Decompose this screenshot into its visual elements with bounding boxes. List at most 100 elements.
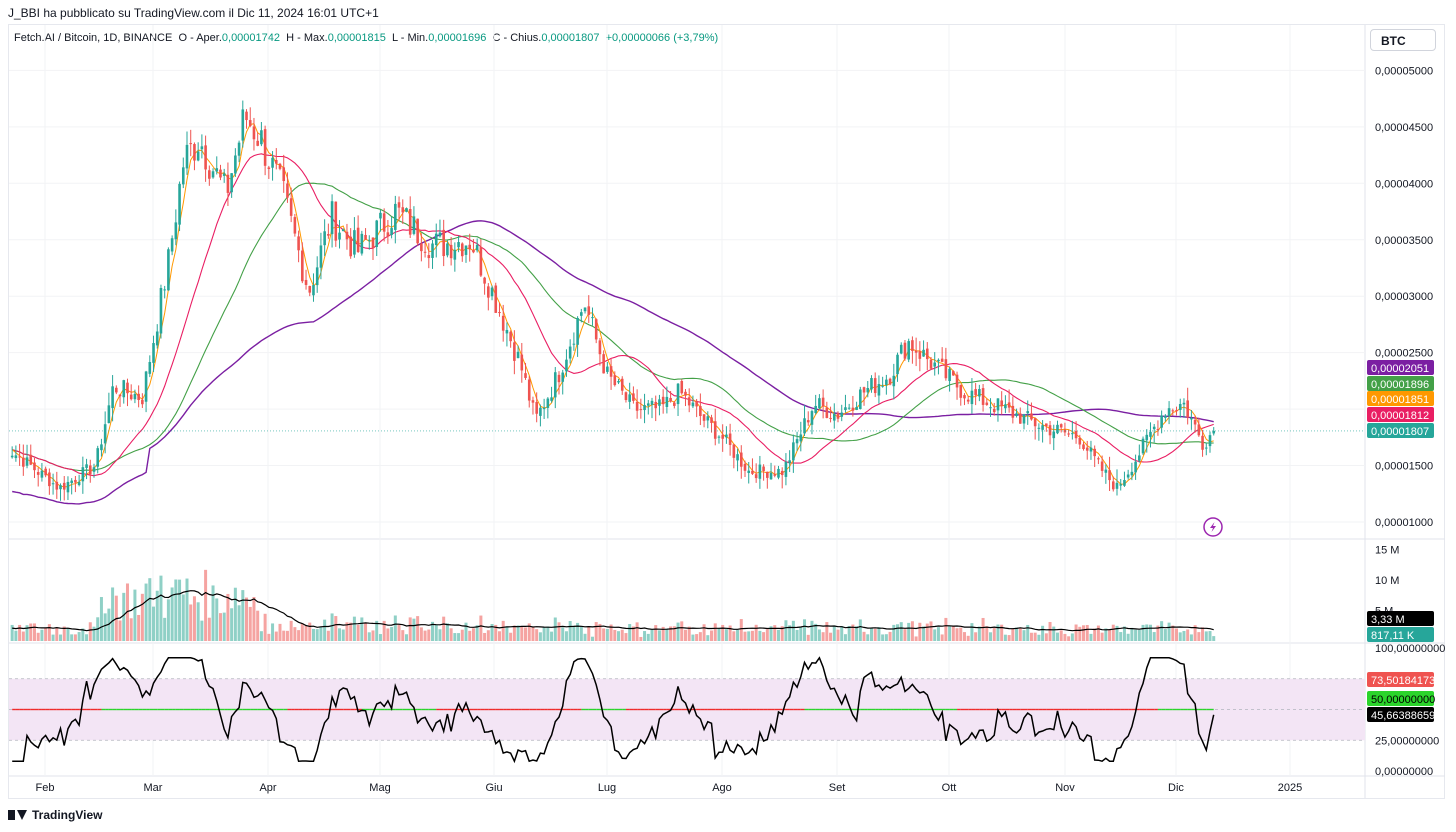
candle-body: [814, 405, 817, 413]
candle-body: [442, 229, 445, 257]
candle-body: [379, 212, 382, 219]
candle-body: [788, 460, 791, 464]
volume-bar: [196, 602, 200, 641]
volume-bar: [237, 605, 241, 641]
volume-bar: [907, 622, 911, 641]
volume-bar: [892, 624, 896, 641]
volume-bar: [676, 622, 680, 641]
candle-body: [274, 159, 278, 164]
volume-bar: [222, 612, 226, 641]
candle-body: [620, 378, 624, 391]
volume-bar: [449, 628, 453, 641]
volume-bar: [55, 627, 59, 641]
volume-bar: [962, 632, 966, 641]
candle-body: [639, 409, 643, 411]
volume-bar: [1175, 628, 1179, 641]
volume-bar: [81, 628, 85, 641]
candle-body: [185, 144, 189, 169]
candle-body: [1193, 419, 1197, 425]
volume-bar: [639, 636, 643, 641]
candle-body: [1171, 410, 1175, 412]
candle-body: [818, 398, 821, 409]
volume-bar: [635, 622, 639, 641]
candle-body: [892, 375, 896, 387]
candle-body: [1141, 438, 1145, 454]
volume-bar: [1070, 633, 1074, 641]
candle-body: [96, 448, 100, 467]
candle-body: [18, 456, 21, 458]
currency-button[interactable]: BTC: [1370, 29, 1436, 51]
candle-body: [341, 229, 345, 232]
candle-body: [710, 417, 713, 423]
volume-bar: [501, 620, 505, 641]
volume-bar: [230, 608, 234, 641]
candle-body: [137, 393, 140, 400]
symbol-name[interactable]: Fetch.AI / Bitcoin, 1D, BINANCE: [14, 32, 173, 44]
volume-bar: [1148, 624, 1152, 641]
volume-bar: [256, 610, 260, 641]
volume-bar: [1007, 635, 1011, 641]
volume-bar: [769, 626, 773, 641]
volume-bar: [241, 590, 245, 641]
volume-bar: [44, 628, 48, 641]
volume-bar: [884, 634, 888, 641]
volume-bar: [375, 620, 379, 641]
ohlc-legend: Fetch.AI / Bitcoin, 1D, BINANCE O - Aper…: [14, 32, 718, 44]
volume-bar: [88, 622, 92, 641]
volume-bar: [695, 634, 699, 641]
candle-body: [1178, 404, 1182, 410]
volume-bar: [992, 628, 996, 641]
candle-body: [70, 480, 73, 484]
candle-body: [25, 457, 29, 466]
volume-bar: [683, 629, 687, 641]
volume-bar: [524, 627, 528, 641]
rsi-tick-label: 25,00000000: [1375, 735, 1439, 747]
volume-bar: [178, 579, 182, 641]
rsi-tick-label: 100,00000000: [1375, 643, 1445, 655]
volume-bar: [1037, 634, 1041, 641]
volume-bar: [1104, 628, 1108, 641]
candle-body: [922, 349, 925, 357]
volume-bar: [829, 632, 833, 641]
volume-bar: [137, 614, 141, 641]
volume-bar: [1182, 630, 1186, 641]
candle-body: [219, 169, 222, 178]
candle-body: [978, 389, 981, 397]
candle-body: [401, 207, 405, 213]
volume-bar: [431, 621, 435, 641]
candle-body: [133, 393, 137, 400]
volume-bar: [1163, 629, 1167, 641]
volume-bar: [583, 633, 587, 641]
candle-body: [338, 232, 341, 240]
candle-body: [725, 434, 728, 438]
volume-bar: [442, 616, 446, 641]
volume-bar: [92, 626, 96, 641]
candle-body: [565, 359, 568, 372]
volume-bar: [933, 629, 937, 641]
candle-body: [572, 343, 576, 345]
volume-bar: [207, 617, 211, 641]
candle-body: [1078, 437, 1082, 445]
chart-frame: [8, 24, 1445, 799]
candle-body: [832, 413, 836, 421]
volume-bar: [873, 628, 877, 641]
volume-bar: [323, 619, 327, 641]
volume-bar: [605, 628, 609, 641]
volume-bar: [460, 629, 464, 641]
ma-value-badge: 0,00001896: [1371, 379, 1429, 391]
candle-body: [855, 406, 858, 410]
volume-bar: [200, 620, 204, 641]
candle-body: [111, 386, 114, 409]
volume-bar: [25, 625, 29, 641]
volume-bar: [85, 634, 89, 641]
volume-bar: [356, 624, 360, 641]
candle-body: [739, 452, 743, 467]
y-tick-label: 0,00001000: [1375, 517, 1433, 529]
volume-value-badge: 3,33 M: [1371, 614, 1405, 626]
candle-body: [457, 242, 460, 248]
volume-bar: [1134, 629, 1138, 641]
candle-body: [877, 384, 881, 396]
candle-body: [390, 228, 393, 235]
candle-body: [1022, 414, 1026, 424]
